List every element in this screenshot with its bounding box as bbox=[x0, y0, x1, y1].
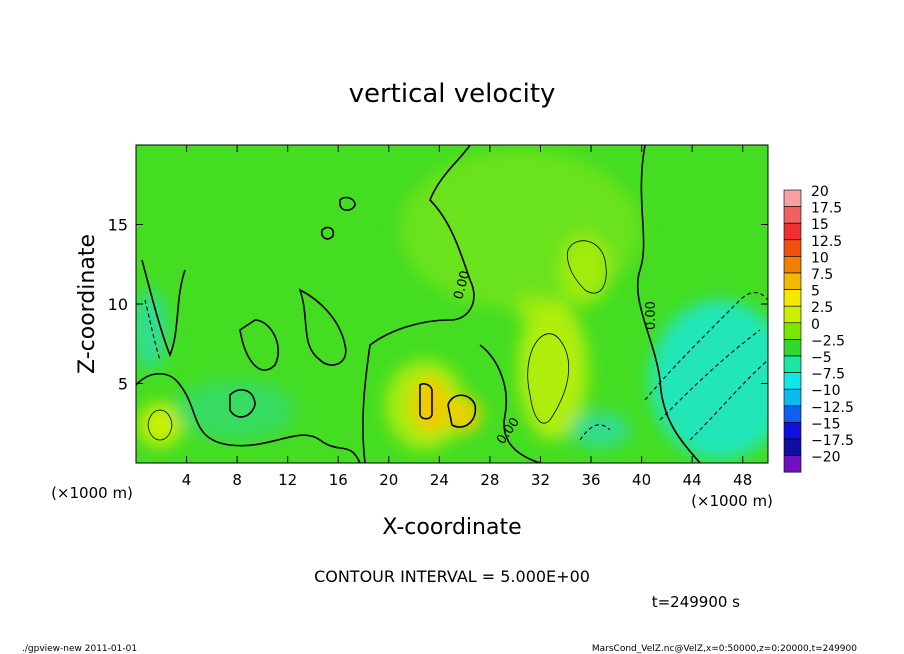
colorbar-swatch bbox=[783, 189, 802, 207]
colorbar-label: −17.5 bbox=[811, 433, 854, 449]
colorbar-swatch bbox=[783, 422, 802, 440]
x-axis-ticks: 4 8 12 16 20 24 28 32 36 40 44 48 bbox=[182, 145, 752, 489]
colorbar-label: 5 bbox=[811, 284, 820, 300]
x-tick-label: 28 bbox=[480, 471, 499, 489]
colorbar-label: −7.5 bbox=[811, 367, 845, 383]
footer-left-text: ./gpview-new 2011-01-01 bbox=[22, 644, 137, 654]
footer-right-text: MarsCond_VelZ.nc@VelZ,x=0:50000,z=0:2000… bbox=[592, 644, 857, 654]
x-tick-label: 44 bbox=[683, 471, 702, 489]
colorbar-swatch bbox=[783, 272, 802, 290]
colorbar-label: −12.5 bbox=[811, 400, 854, 416]
chart-title: vertical velocity bbox=[349, 79, 556, 109]
x-tick-label: 20 bbox=[379, 471, 398, 489]
y-tick-label: 15 bbox=[108, 216, 128, 235]
colorbar-label: −15 bbox=[811, 416, 841, 432]
colorbar-swatch bbox=[783, 322, 802, 340]
colorbar-label: 2.5 bbox=[811, 300, 833, 316]
x-unit-note: (×1000 m) bbox=[691, 492, 773, 510]
x-tick-label: 40 bbox=[632, 471, 651, 489]
colorbar-label: −10 bbox=[811, 383, 841, 399]
contour-label: 0.00 bbox=[451, 269, 473, 301]
colorbar-swatch bbox=[783, 388, 802, 407]
y-unit-note: (×1000 m) bbox=[51, 484, 133, 502]
y-tick-label: 5 bbox=[118, 375, 128, 394]
colorbar-swatch bbox=[783, 438, 802, 456]
colorbar-swatch bbox=[783, 405, 802, 423]
x-tick-label: 32 bbox=[531, 471, 550, 489]
x-tick-label: 36 bbox=[581, 471, 600, 489]
x-tick-label: 16 bbox=[329, 471, 348, 489]
negative-contour-lines bbox=[144, 291, 768, 441]
x-tick-label: 12 bbox=[278, 471, 297, 489]
contour-interval-text: CONTOUR INTERVAL = 5.000E+00 bbox=[314, 567, 590, 586]
colorbar-swatch bbox=[783, 339, 802, 357]
colorbar-swatch bbox=[783, 372, 802, 390]
x-tick-label: 8 bbox=[232, 471, 242, 489]
colorbar-swatch bbox=[783, 289, 802, 307]
plot-area: 0.00 0.00 0.00 bbox=[136, 145, 768, 463]
colorbar-swatch bbox=[783, 222, 802, 241]
colorbar-label: 7.5 bbox=[811, 267, 833, 283]
colorbar-label: −5 bbox=[811, 350, 832, 366]
colorbar-swatch bbox=[783, 355, 802, 373]
colorbar-label: 20 bbox=[811, 184, 829, 200]
colorbar-label: 17.5 bbox=[811, 201, 842, 217]
contour-label: 0.00 bbox=[644, 301, 659, 330]
colorbar: 2017.51512.5107.552.50−2.5−5−7.5−10−12.5… bbox=[783, 184, 854, 473]
colorbar-label: 0 bbox=[811, 317, 820, 333]
y-axis-ticks: 5 10 15 bbox=[108, 216, 768, 394]
colorbar-swatch bbox=[783, 305, 802, 324]
x-axis-title: X-coordinate bbox=[382, 515, 521, 540]
colorbar-label: 15 bbox=[811, 217, 829, 233]
colorbar-swatch bbox=[783, 239, 802, 257]
colorbar-label: −2.5 bbox=[811, 333, 845, 349]
contour-lines bbox=[136, 145, 701, 463]
time-text: t=249900 s bbox=[652, 593, 740, 611]
x-tick-label: 48 bbox=[733, 471, 752, 489]
x-tick-label: 4 bbox=[182, 471, 192, 489]
y-axis-title: Z-coordinate bbox=[75, 234, 100, 374]
y-tick-label: 10 bbox=[108, 295, 128, 314]
colorbar-swatch bbox=[783, 455, 802, 473]
colorbar-label: −20 bbox=[811, 450, 841, 466]
colorbar-swatch bbox=[783, 256, 802, 274]
colorbar-label: 12.5 bbox=[811, 234, 842, 250]
colorbar-swatch bbox=[783, 206, 802, 224]
thin-contours bbox=[147, 240, 607, 441]
x-tick-label: 24 bbox=[430, 471, 449, 489]
colorbar-label: 10 bbox=[811, 250, 829, 266]
